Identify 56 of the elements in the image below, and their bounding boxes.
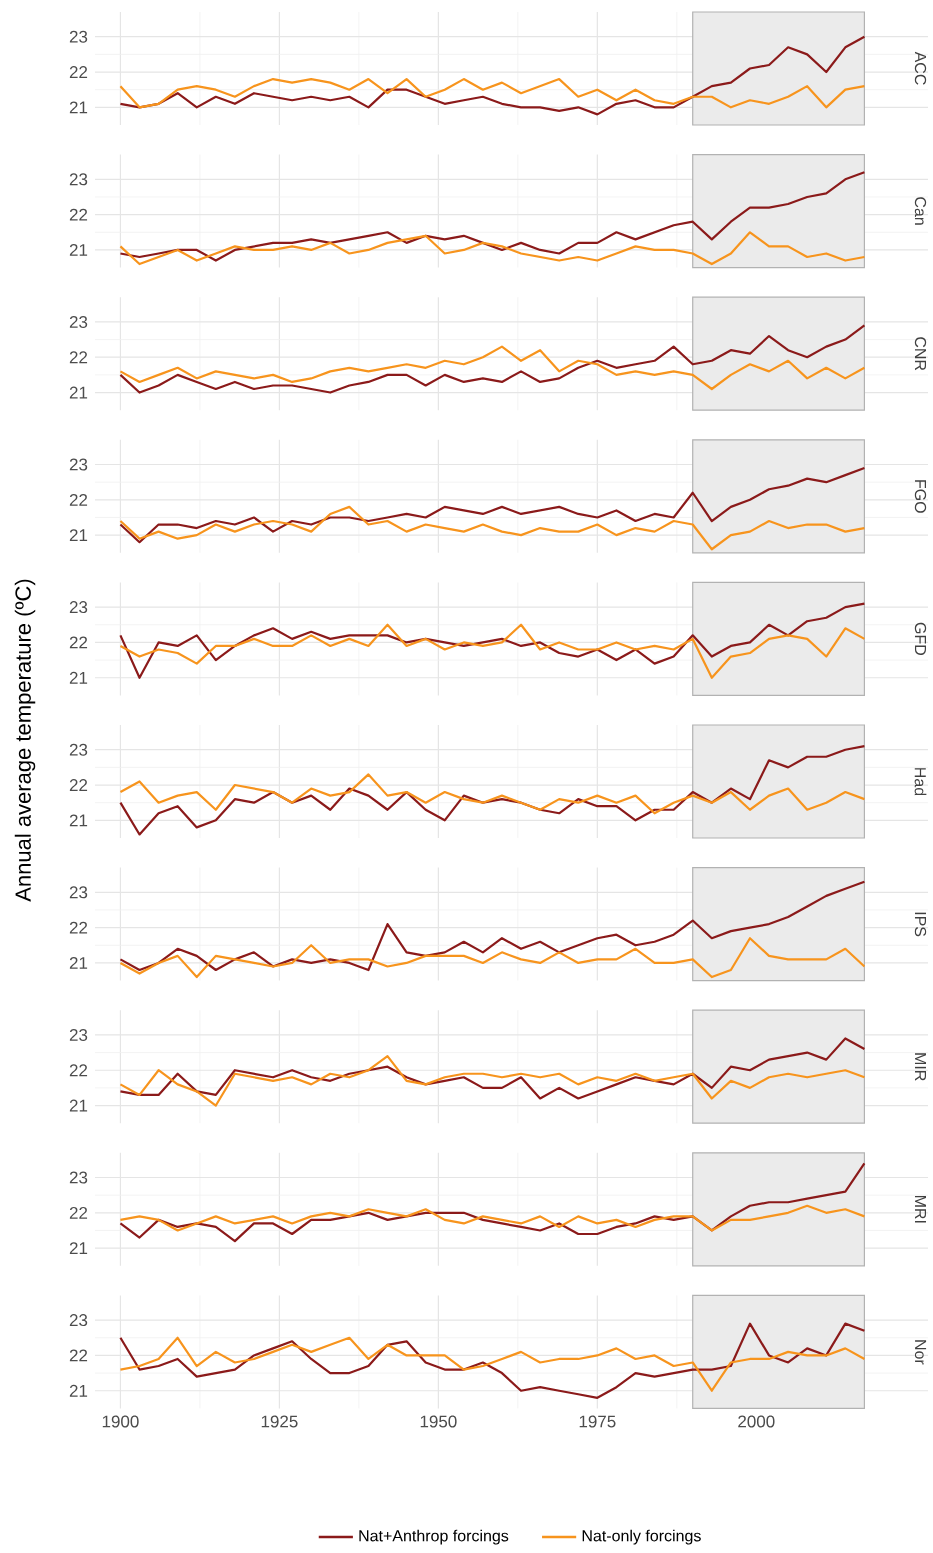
y-tick-label: 23 [69,743,88,756]
y-tick-label: 21 [69,1384,88,1397]
y-tick-label: 23 [69,1314,88,1327]
y-tick-label: 21 [69,1242,88,1255]
line-series [119,880,866,972]
y-tick-label: 21 [69,244,88,256]
line-series [119,623,866,679]
y-tick-label: 21 [69,957,88,969]
text: GFD [914,622,927,656]
y-tick-label: 22 [69,208,88,221]
x-tick-label: 1900 [102,1415,139,1428]
y-tick-label: 21 [69,671,88,684]
text: ACC [914,51,927,85]
x-tick-label: 2000 [738,1415,775,1428]
y-tick-label: 21 [69,814,88,827]
text: Can [914,197,927,225]
text: Nor [914,1340,927,1365]
y-tick-label: 23 [69,886,88,899]
y-tick-label: 22 [69,779,88,791]
x-tick-label: 1975 [579,1415,616,1428]
legend-label: Nat-only forcings [582,1529,701,1545]
y-tick-label: 22 [69,66,88,78]
y-tick-label: 23 [69,601,88,614]
line-series [119,345,866,391]
y-tick-label: 23 [69,315,88,328]
y-axis-title: Annual average temperature (ºC) [14,579,36,902]
y-tick-label: 23 [69,173,88,186]
y-tick-label: 22 [69,1206,88,1219]
y-tick-label: 22 [69,1064,88,1077]
line-series [119,1055,866,1107]
y-tick-label: 22 [69,921,88,934]
y-tick-label: 21 [69,1099,88,1112]
line-series [119,745,866,836]
y-tick-label: 23 [69,1171,88,1184]
text: MRI [914,1195,926,1223]
text: FGO [914,480,927,513]
line-series [119,1322,866,1399]
y-tick-label: 22 [69,351,88,364]
y-tick-label: 22 [69,493,88,506]
y-tick-label: 23 [69,458,88,471]
y-tick-label: 21 [69,386,88,399]
text: MIR [914,1053,926,1081]
legend-label: Nat+Anthrop forcings [359,1529,509,1545]
line-series [119,35,866,116]
text: CNR [914,337,927,371]
text: Had [914,768,927,796]
y-tick-label: 21 [69,101,88,114]
y-tick-label: 23 [69,1028,88,1041]
y-tick-label: 21 [69,529,88,542]
text: IPS [914,912,927,937]
line-series [119,505,866,551]
x-tick-label: 1925 [261,1415,298,1428]
y-tick-label: 22 [69,1349,88,1362]
x-tick-label: 1950 [420,1415,457,1428]
y-tick-label: 22 [69,636,88,649]
y-tick-label: 23 [69,30,88,43]
